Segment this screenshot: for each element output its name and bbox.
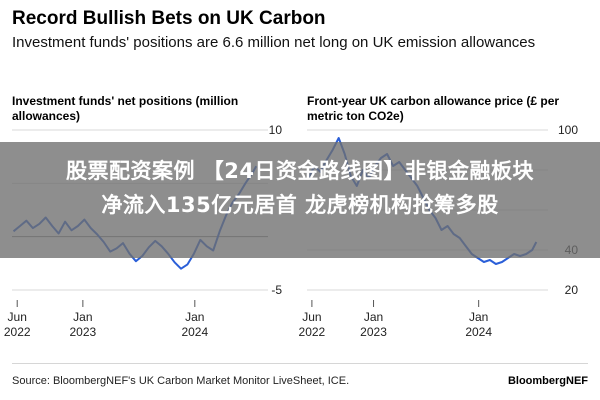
y-tick-label: 20 <box>565 283 579 297</box>
y-tick-label: 100 <box>558 123 578 137</box>
chart-subtitle: Investment funds' positions are 6.6 mill… <box>12 34 536 51</box>
source-note: Source: BloombergNEF's UK Carbon Market … <box>12 375 350 387</box>
y-tick-label: 10 <box>269 123 283 137</box>
x-tick-label: 2024 <box>465 325 492 339</box>
promo-overlay-banner[interactable] <box>0 142 600 258</box>
brand-logo: BloombergNEF <box>507 375 588 387</box>
x-tick-label: Jan <box>185 310 204 324</box>
x-tick-label: 2023 <box>360 325 387 339</box>
x-tick-label: 2022 <box>4 325 31 339</box>
right-panel-title: Front-year UK carbon allowance price (£ … <box>307 94 560 123</box>
left-panel-title: Investment funds' net positions (million… <box>12 94 239 123</box>
promo-line-2: 净流入135亿元居首 龙虎榜机构抢筹多股 <box>101 193 499 217</box>
x-tick-label: 2024 <box>181 325 208 339</box>
footer-divider <box>12 363 588 364</box>
chart-title: Record Bullish Bets on UK Carbon <box>12 8 326 29</box>
y-tick-label: -5 <box>271 283 282 297</box>
x-tick-label: 2023 <box>70 325 97 339</box>
x-tick-label: Jun <box>8 310 27 324</box>
x-tick-label: Jun <box>302 310 321 324</box>
x-tick-label: 2022 <box>299 325 326 339</box>
x-tick-label: Jan <box>364 310 383 324</box>
promo-overlay-text[interactable]: 股票配资案例 【24日资金路线图】非银金融板块 净流入135亿元居首 龙虎榜机构… <box>10 154 590 222</box>
x-tick-label: Jan <box>469 310 488 324</box>
promo-line-1: 股票配资案例 【24日资金路线图】非银金融板块 <box>65 159 535 183</box>
x-tick-label: Jan <box>73 310 92 324</box>
